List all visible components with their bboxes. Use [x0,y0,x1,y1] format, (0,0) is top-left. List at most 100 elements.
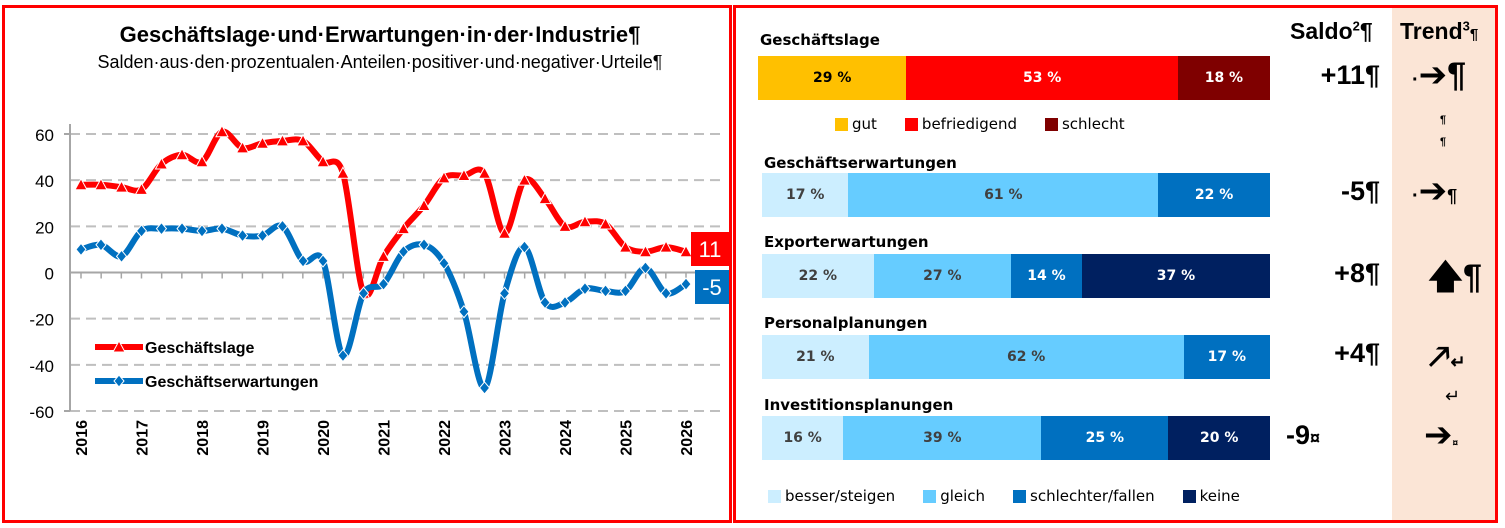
data-point [457,168,471,182]
saldo-value: -5¶ [1280,176,1380,207]
trend-arrow-up-right-icon: 🡕↵ [1428,333,1505,390]
data-point [498,286,511,301]
legend-label: Geschäftslage [145,340,254,357]
data-point [296,133,310,147]
data-point [619,284,632,298]
legend-item: schlecht [1044,115,1125,133]
saldo-header: Saldo2¶ [1290,18,1373,45]
legend-label: schlecht [1061,115,1125,133]
data-point [94,177,108,191]
arrow-right-icon: ➔ [1424,415,1453,455]
legend-item: keine [1182,487,1240,505]
legend-swatch [904,117,918,131]
line-chart: 60 40 20 0 -20 -40 -60 2016 2017 2018 2019 2020 2021… [29,124,729,456]
x-tick-label: 2021 [377,420,394,456]
data-point [438,256,450,271]
bar-title: Personalplanungen [764,314,928,332]
data-point [115,249,128,264]
bar-segment: 17 % [1183,335,1270,379]
trend-arrow-up-icon: 🡅¶ [1428,253,1505,310]
format-mark: ¤ [1309,428,1320,448]
legend-label: Geschäftserwartungen [145,374,318,391]
end-value-label: 11 [699,237,722,262]
format-mark: ¶ [1447,186,1458,206]
data-point [660,286,672,301]
data-point [275,133,290,147]
arrow-right-icon: ➔ [1418,171,1448,211]
data-point [477,166,492,179]
trend-arrow-right-icon: ➔¤ [1424,415,1505,455]
legend-item: schlechter/fallen [1013,487,1155,505]
arrow-up-icon: 🡅 [1428,257,1463,297]
end-value-badge [691,232,729,266]
legend-swatch [1182,489,1196,503]
data-point [579,281,591,296]
y-tick-label: 60 [35,126,54,145]
legend-swatch [835,117,848,131]
data-point [679,244,693,258]
saldo-value: -9¤ [1220,420,1320,451]
data-point [559,295,571,310]
bar-segment: 39 % [843,416,1042,460]
data-point [598,216,613,230]
end-value-label: -5 [702,275,722,300]
format-mark: ¶ [1364,258,1380,288]
bar-segment: 21 % [762,335,869,379]
legend-label: schlechter/fallen [1030,487,1155,505]
arrow-right-icon: ➔ [1418,55,1448,95]
data-point [236,228,249,243]
format-mark: ¤ [1452,438,1459,449]
data-point [458,304,470,319]
stacked-bar: 21 % 62 % 17 % [762,335,1270,379]
stacked-bar: 22 % 27 % 14 % 37 % [762,254,1270,298]
saldo-number: +4 [1334,338,1365,368]
data-point [337,348,349,363]
x-tick-label: 2018 [195,420,212,456]
legend-marker [113,374,125,388]
y-tick-label: 40 [35,172,54,191]
x-tick-label: 2019 [256,420,273,456]
bar-segment: 14 % [1010,254,1083,298]
bar-title: Geschäftslage [760,31,880,49]
bar-chart-frame [733,5,1498,523]
bar-legend: besser/steigen gleich schlechter/fallen kei… [768,487,1240,505]
format-dot: · [1412,185,1419,207]
data-point [215,124,229,138]
legend-swatch [768,489,781,503]
data-point [95,238,107,252]
bar-segment: 27 % [873,254,1011,298]
data-point [618,240,633,253]
saldo-number: -5 [1340,176,1365,206]
data-point [638,244,653,258]
return-mark: ↵ [1445,386,1461,406]
x-tick-label: 2017 [135,420,152,456]
data-point [578,214,592,228]
format-mark: ¶ [1364,60,1380,90]
data-point [114,180,129,193]
data-point [216,221,228,236]
x-tick-label: 2026 [679,420,696,456]
bar-segment: 20 % [1168,416,1270,460]
legend-label: befriedigend [921,115,1017,133]
chart-title: Geschäftslage·und·Erwartungen·in·der·Ind… [119,22,641,47]
saldo-number: -9 [1285,420,1310,450]
bar-segment: 17 % [762,173,849,217]
data-point [497,226,512,239]
data-point [276,219,289,234]
stacked-bar: 17 % 61 % 22 % [762,173,1270,217]
data-point [316,154,330,168]
data-point [376,249,391,262]
format-mark: ¶ [1364,338,1380,368]
data-point [235,140,250,154]
data-point [256,228,269,243]
saldo-number: +11 [1320,60,1365,90]
data-point [377,277,390,291]
bar-segment: 61 % [848,173,1159,217]
format-mark: ¶ [1462,258,1482,296]
bar-title: Exporterwartungen [764,233,929,251]
y-tick-label: -60 [29,403,54,422]
line-chart-frame [2,5,732,523]
data-point [539,295,551,310]
bar-segment: 29 % [758,56,907,100]
legend-item: gut [835,115,877,133]
